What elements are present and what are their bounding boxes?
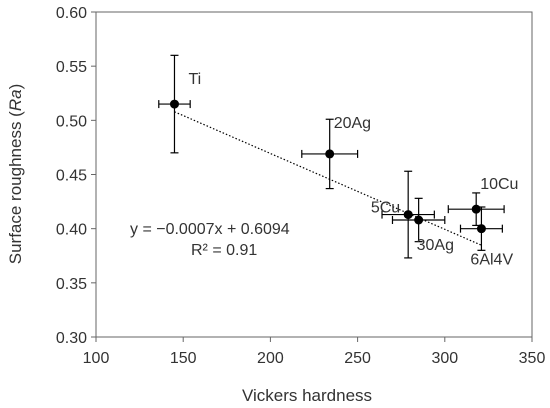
x-tick-label: 350 bbox=[519, 350, 546, 367]
x-tick-label: 200 bbox=[257, 350, 284, 367]
x-tick-label: 150 bbox=[170, 350, 197, 367]
y-tick-label: 0.45 bbox=[56, 168, 87, 185]
x-tick-label: 100 bbox=[83, 350, 110, 367]
point-labels: Ti 20Ag 5Cu 30Ag 10Cu 6Al4V bbox=[188, 71, 518, 269]
r-squared-text: R² = 0.91 bbox=[191, 242, 257, 259]
y-tick-label: 0.40 bbox=[56, 222, 87, 239]
data-point bbox=[414, 215, 424, 225]
point-label: Ti bbox=[188, 71, 201, 88]
plot-frame bbox=[95, 11, 533, 338]
y-axis-title-main: Surface roughness ( bbox=[6, 111, 25, 264]
data-point bbox=[325, 149, 335, 159]
x-axis-ticks: 100 150 200 250 300 350 bbox=[83, 337, 546, 367]
x-tick-label: 300 bbox=[431, 350, 458, 367]
data-point bbox=[471, 204, 481, 214]
data-point bbox=[169, 99, 179, 109]
y-tick-label: 0.55 bbox=[56, 59, 87, 76]
y-tick-label: 0.35 bbox=[56, 276, 87, 293]
point-label: 10Cu bbox=[480, 176, 518, 193]
point-label: 5Cu bbox=[371, 200, 400, 217]
y-axis-title-italic: Ra bbox=[6, 89, 25, 111]
equation-text: y = −0.0007x + 0.6094 bbox=[130, 221, 290, 238]
point-label: 20Ag bbox=[334, 115, 371, 132]
y-axis-title-end: ) bbox=[6, 84, 25, 90]
point-label: 6Al4V bbox=[470, 252, 513, 269]
y-tick-label: 0.60 bbox=[56, 5, 87, 22]
data-point bbox=[403, 210, 413, 220]
y-tick-label: 0.30 bbox=[56, 330, 87, 347]
x-axis-title: Vickers hardness bbox=[242, 386, 372, 405]
data-points bbox=[169, 99, 486, 234]
x-tick-label: 250 bbox=[344, 350, 371, 367]
y-axis-ticks: 0.30 0.35 0.40 0.45 0.50 0.55 0.60 bbox=[56, 5, 96, 347]
point-label: 30Ag bbox=[417, 237, 454, 254]
data-point bbox=[476, 224, 486, 234]
y-axis-title: Surface roughness (Ra) bbox=[6, 84, 25, 265]
y-tick-label: 0.50 bbox=[56, 113, 87, 130]
